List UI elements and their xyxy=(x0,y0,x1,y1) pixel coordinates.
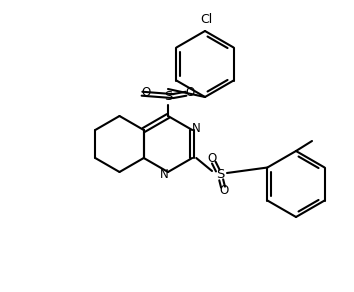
Text: N: N xyxy=(160,168,169,180)
Text: O: O xyxy=(185,86,195,100)
Text: O: O xyxy=(207,152,217,166)
Text: O: O xyxy=(219,185,229,197)
Text: Cl: Cl xyxy=(200,13,212,26)
Text: N: N xyxy=(192,121,201,135)
Text: S: S xyxy=(216,168,224,182)
Text: O: O xyxy=(141,86,150,100)
Text: S: S xyxy=(164,91,172,103)
